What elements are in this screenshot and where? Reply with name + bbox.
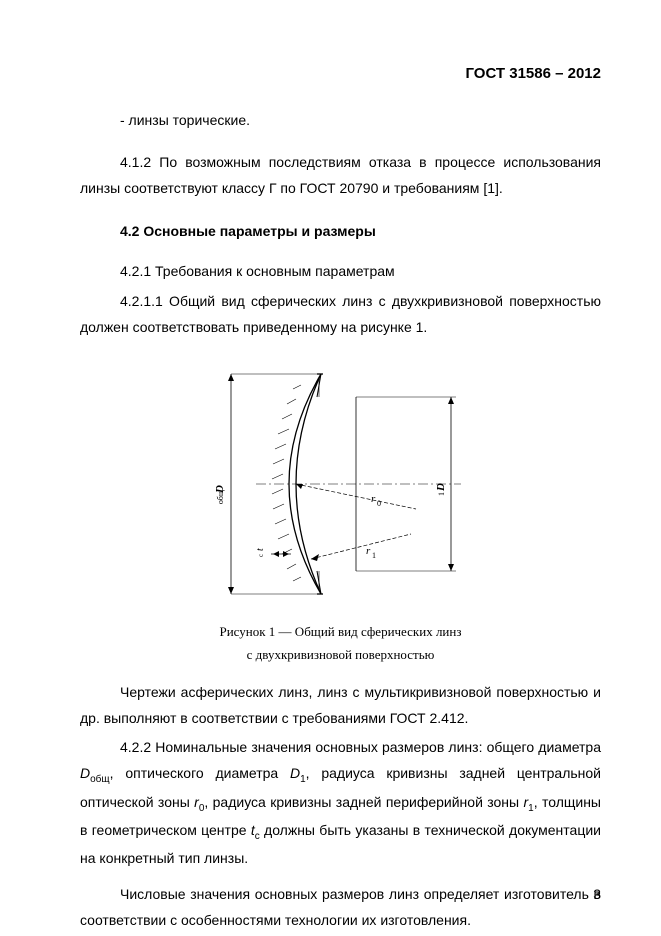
figure-1-caption-line1: Рисунок 1 — Общий вид сферических линз — [80, 624, 601, 641]
lens-diagram-svg: D общ D 1 — [201, 359, 481, 609]
p422-b: , оптического диаметра — [110, 765, 290, 781]
section-4-2: 4.2 Основные параметры и размеры — [80, 219, 601, 245]
toric-line: - линзы торические. — [80, 108, 601, 134]
p422-a: 4.2.2 Номинальные значения основных разм… — [120, 739, 601, 755]
p-4-2-1: 4.2.1 Требования к основным параметрам — [80, 259, 601, 285]
svg-text:r: r — [371, 493, 376, 505]
svg-text:D: D — [435, 483, 447, 492]
p-4-2-1-1: 4.2.1.1 Общий вид сферических линз с дву… — [80, 289, 601, 341]
doc-header: ГОСТ 31586 – 2012 — [80, 60, 601, 88]
figure-1-caption-line2: с двухкривизновой поверхностью — [80, 647, 601, 664]
svg-text:1: 1 — [372, 551, 376, 560]
p-4-2-2: 4.2.2 Номинальные значения основных разм… — [80, 735, 601, 872]
svg-text:c: c — [257, 554, 265, 557]
sym-obsh: общ — [90, 774, 110, 785]
sym-D1: D — [290, 765, 300, 781]
svg-text:1: 1 — [437, 492, 446, 496]
figure-1-container: D общ D 1 — [80, 359, 601, 664]
p-last: Числовые значения основных размеров линз… — [80, 882, 601, 934]
svg-text:t: t — [255, 548, 266, 551]
svg-text:r: r — [366, 545, 371, 557]
p422-d: , радиуса кривизны задней периферийной з… — [204, 794, 523, 810]
figure-1: D общ D 1 — [201, 359, 481, 609]
sym-D-obsh: D — [80, 765, 90, 781]
svg-text:0: 0 — [377, 499, 381, 508]
p-4-1-2: 4.1.2 По возможным последствиям отказа в… — [80, 150, 601, 202]
p-after-figure: Чертежи асферических линз, линз с мульти… — [80, 680, 601, 732]
svg-text:общ: общ — [216, 490, 225, 504]
page-number: 3 — [593, 882, 601, 908]
